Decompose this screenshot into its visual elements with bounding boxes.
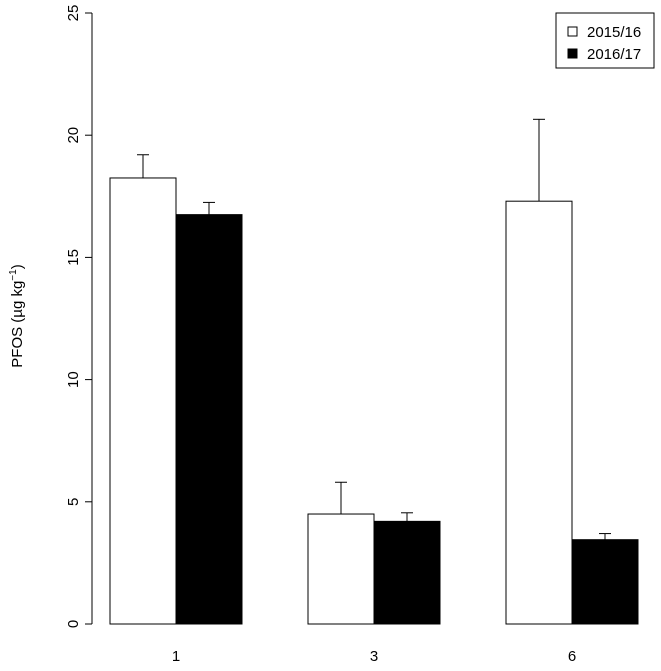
x-tick-label: 1 bbox=[172, 648, 180, 665]
x-tick-label: 6 bbox=[568, 648, 576, 665]
y-tick-label: 0 bbox=[65, 620, 82, 628]
y-tick-label: 5 bbox=[65, 498, 82, 506]
bar-3-series-0 bbox=[307, 513, 375, 625]
y-axis-label: PFOS (µg kg−1) bbox=[8, 264, 26, 367]
legend: 2015/16 2016/17 bbox=[555, 12, 655, 69]
bar-1-series-0 bbox=[109, 177, 177, 625]
y-tick-label: 15 bbox=[65, 249, 82, 266]
x-axis: 1 3 6 bbox=[172, 648, 576, 665]
x-tick-label: 3 bbox=[370, 648, 378, 665]
legend-swatch-2016-17 bbox=[567, 48, 578, 59]
legend-label-2016-17: 2016/17 bbox=[587, 46, 641, 63]
bar-6-series-0 bbox=[505, 200, 573, 625]
legend-label-2015-16: 2015/16 bbox=[587, 24, 641, 41]
bars-group bbox=[109, 118, 639, 625]
y-axis: 0 5 10 15 20 25 bbox=[65, 5, 93, 628]
y-tick-label: 20 bbox=[65, 127, 82, 144]
y-tick-label: 25 bbox=[65, 5, 82, 22]
y-tick-label: 10 bbox=[65, 371, 82, 388]
legend-swatch-2015-16 bbox=[567, 26, 578, 37]
bar-3-series-1 bbox=[373, 520, 441, 625]
y-axis-label-main: PFOS (µg kg bbox=[9, 281, 26, 368]
y-axis-label-end: ) bbox=[9, 264, 26, 269]
legend-box bbox=[555, 12, 655, 69]
y-axis-label-sup: −1 bbox=[8, 269, 19, 281]
bar-1-series-1 bbox=[175, 214, 243, 625]
bar-6-series-1 bbox=[571, 539, 639, 625]
